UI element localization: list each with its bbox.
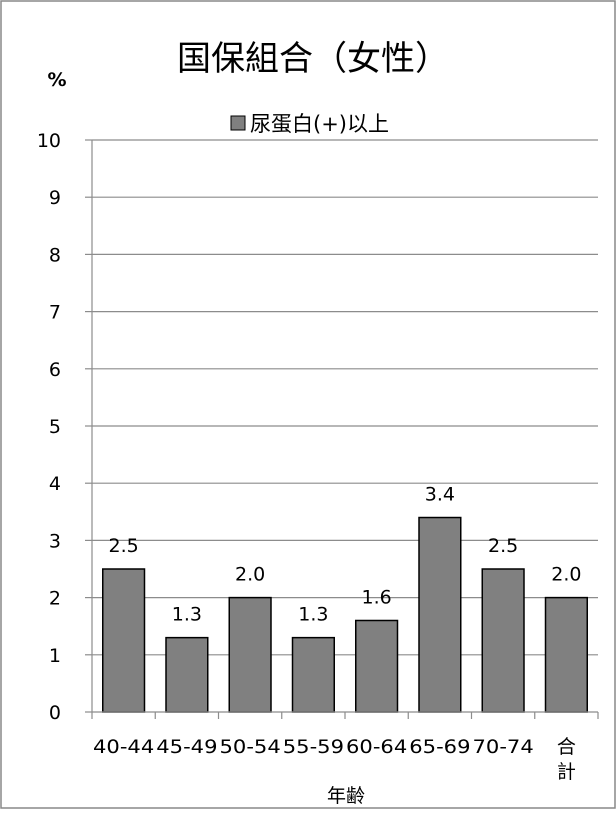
data-label: 2.5 [488, 535, 518, 557]
bar [544, 596, 588, 713]
y-tick-label: 9 [49, 187, 61, 209]
x-category-label: 50-54 [220, 736, 281, 758]
bar [355, 619, 399, 713]
chart-title: 国保組合（女性） [177, 39, 449, 79]
y-unit-label: % [47, 69, 66, 91]
y-tick-label: 4 [49, 473, 61, 495]
data-label: 1.6 [362, 586, 392, 608]
x-axis-title: 年齢 [327, 785, 365, 807]
y-tick-label: 2 [49, 588, 61, 610]
x-category-label: 70-74 [473, 736, 534, 758]
y-tick-label: 0 [49, 702, 61, 724]
data-label: 3.4 [425, 484, 455, 506]
y-tick-label: 7 [49, 302, 61, 324]
bar [102, 568, 146, 713]
legend-swatch [230, 115, 246, 131]
legend: 尿蛋白(+)以上 [230, 112, 389, 136]
y-tick-label: 3 [49, 530, 61, 552]
y-tick-label: 10 [37, 130, 61, 152]
x-category-label: 合 [557, 736, 576, 758]
x-category-label: 65-69 [409, 736, 470, 758]
bar [291, 636, 335, 713]
bars [102, 516, 588, 713]
bar [418, 516, 462, 713]
x-category-label: 60-64 [346, 736, 407, 758]
y-axis-ticks: 0 1 2 3 4 5 6 7 8 9 10 [37, 130, 92, 724]
x-category-label: 55-59 [283, 736, 344, 758]
bar [165, 636, 209, 713]
bar [481, 568, 525, 713]
x-category-label: 45-49 [156, 736, 217, 758]
data-label: 1.3 [172, 604, 202, 626]
y-tick-label: 8 [49, 244, 61, 266]
y-tick-label: 6 [49, 359, 61, 381]
data-labels: 2.5 1.3 2.0 1.3 1.6 3.4 2.5 2.0 [109, 484, 582, 626]
x-axis-categories: 40-44 45-49 50-54 55-59 60-64 65-69 70-74 合計 [93, 736, 576, 783]
x-category-label: 計 [557, 761, 576, 783]
axes [91, 140, 599, 719]
y-tick-label: 5 [49, 416, 61, 438]
y-tick-label: 1 [49, 645, 61, 667]
legend-label: 尿蛋白(+)以上 [250, 112, 389, 136]
data-label: 2.0 [551, 564, 581, 586]
data-label: 2.0 [235, 564, 265, 586]
data-label: 2.5 [109, 535, 139, 557]
data-label: 1.3 [298, 604, 328, 626]
x-category-label: 40-44 [93, 736, 154, 758]
bar [228, 596, 272, 713]
